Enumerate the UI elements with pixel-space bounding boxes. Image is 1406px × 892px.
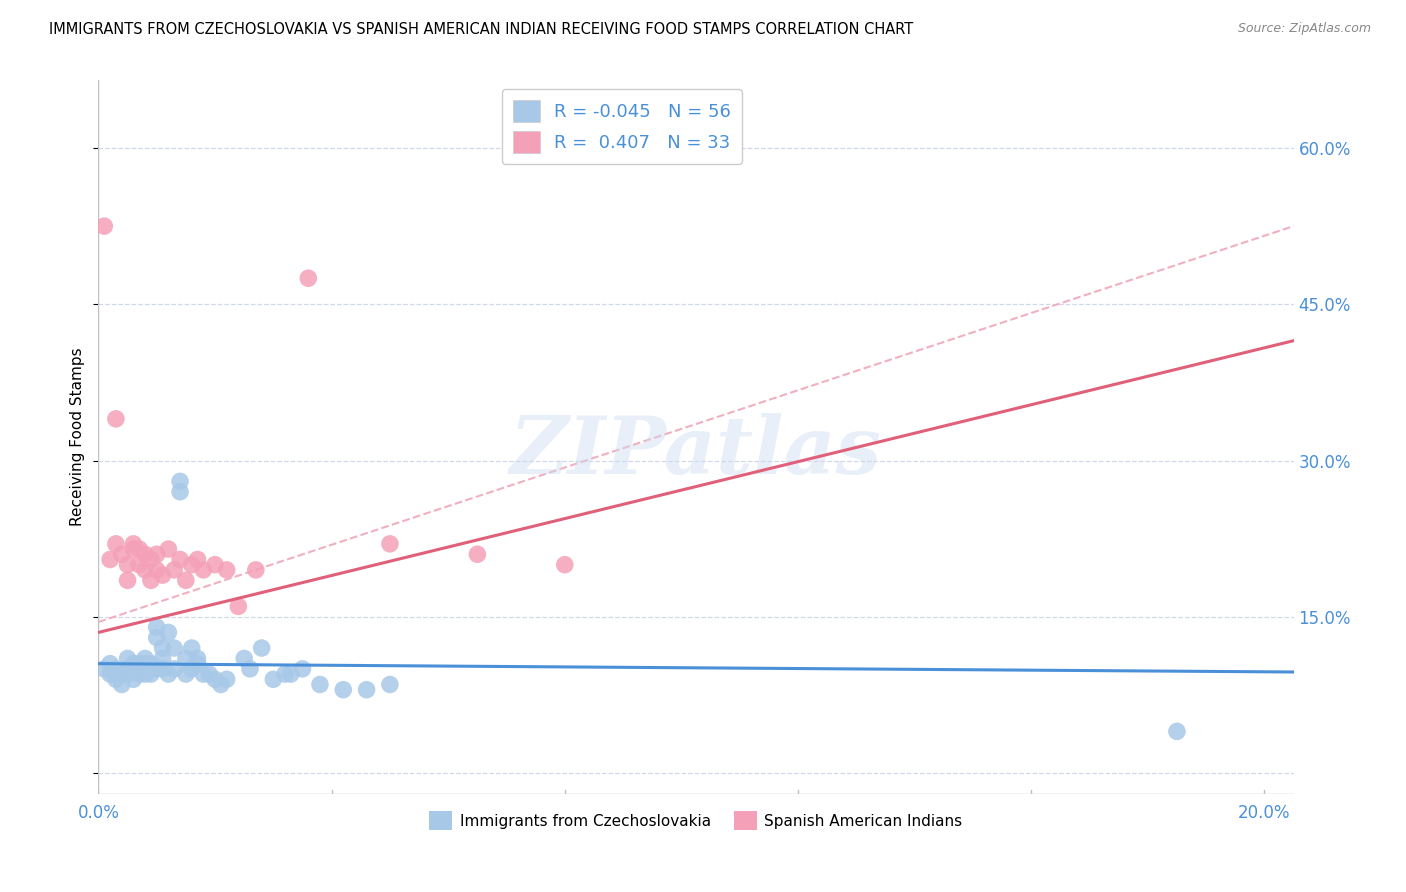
Y-axis label: Receiving Food Stamps: Receiving Food Stamps — [70, 348, 86, 526]
Point — [215, 563, 238, 577]
Point — [98, 667, 121, 681]
Point — [378, 677, 401, 691]
Point — [309, 677, 332, 691]
Point — [122, 537, 145, 551]
Point — [145, 547, 167, 561]
Point — [93, 662, 115, 676]
Point — [180, 558, 202, 572]
Point — [186, 552, 208, 566]
Point — [233, 651, 256, 665]
Point — [117, 667, 139, 681]
Point — [117, 558, 139, 572]
Point — [297, 271, 319, 285]
Point — [145, 631, 167, 645]
Point — [128, 667, 150, 681]
Point — [228, 599, 250, 614]
Point — [152, 662, 174, 676]
Text: ZIPatlas: ZIPatlas — [510, 413, 882, 490]
Point — [104, 662, 127, 676]
Point — [1166, 724, 1188, 739]
Point — [169, 475, 191, 489]
Text: IMMIGRANTS FROM CZECHOSLOVAKIA VS SPANISH AMERICAN INDIAN RECEIVING FOOD STAMPS : IMMIGRANTS FROM CZECHOSLOVAKIA VS SPANIS… — [49, 22, 914, 37]
Point — [180, 662, 202, 676]
Point — [111, 667, 134, 681]
Point — [157, 625, 180, 640]
Point — [117, 662, 139, 676]
Point — [245, 563, 267, 577]
Point — [215, 673, 238, 687]
Point — [174, 574, 197, 588]
Point — [180, 640, 202, 655]
Point — [104, 673, 127, 687]
Point — [163, 662, 186, 676]
Point — [98, 552, 121, 566]
Point — [122, 673, 145, 687]
Text: Source: ZipAtlas.com: Source: ZipAtlas.com — [1237, 22, 1371, 36]
Point — [204, 558, 226, 572]
Point — [291, 662, 314, 676]
Point — [193, 667, 215, 681]
Point — [128, 657, 150, 671]
Point — [122, 657, 145, 671]
Point — [145, 620, 167, 634]
Point — [186, 651, 208, 665]
Point — [134, 563, 156, 577]
Point — [117, 574, 139, 588]
Point — [163, 563, 186, 577]
Point — [134, 547, 156, 561]
Point — [152, 651, 174, 665]
Point — [139, 574, 162, 588]
Point — [139, 667, 162, 681]
Point — [111, 547, 134, 561]
Point — [139, 552, 162, 566]
Point — [93, 219, 115, 234]
Point — [122, 542, 145, 557]
Point — [128, 662, 150, 676]
Point — [280, 667, 302, 681]
Point — [134, 657, 156, 671]
Point — [157, 667, 180, 681]
Point — [145, 563, 167, 577]
Point — [467, 547, 489, 561]
Point — [128, 542, 150, 557]
Point — [169, 484, 191, 499]
Point — [122, 662, 145, 676]
Point — [274, 667, 297, 681]
Point — [157, 542, 180, 557]
Point — [128, 558, 150, 572]
Point — [139, 657, 162, 671]
Point — [356, 682, 378, 697]
Point — [104, 412, 127, 426]
Point — [193, 563, 215, 577]
Point — [111, 677, 134, 691]
Point — [332, 682, 354, 697]
Point — [198, 667, 221, 681]
Point — [117, 651, 139, 665]
Point — [204, 673, 226, 687]
Point — [186, 657, 208, 671]
Point — [554, 558, 576, 572]
Point — [163, 640, 186, 655]
Point — [209, 677, 232, 691]
Point — [145, 662, 167, 676]
Point — [134, 651, 156, 665]
Point — [378, 537, 401, 551]
Point — [134, 667, 156, 681]
Point — [239, 662, 262, 676]
Point — [262, 673, 284, 687]
Point — [169, 552, 191, 566]
Point — [98, 657, 121, 671]
Point — [152, 640, 174, 655]
Legend: Immigrants from Czechoslovakia, Spanish American Indians: Immigrants from Czechoslovakia, Spanish … — [423, 805, 969, 836]
Point — [250, 640, 273, 655]
Point — [104, 537, 127, 551]
Point — [174, 651, 197, 665]
Point — [152, 568, 174, 582]
Point — [174, 667, 197, 681]
